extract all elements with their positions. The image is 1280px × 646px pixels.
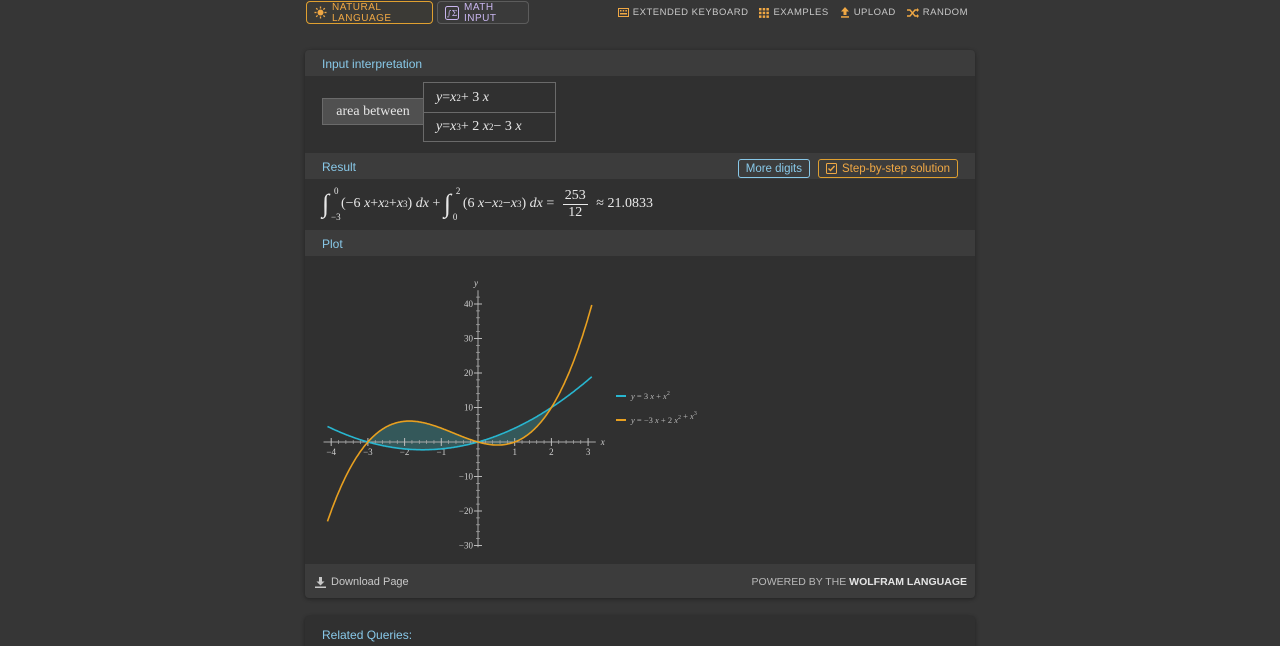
examples-label: EXAMPLES bbox=[773, 7, 829, 18]
y-tick-label: 20 bbox=[464, 368, 474, 378]
x-tick-label: −3 bbox=[363, 447, 373, 457]
download-page-label: Download Page bbox=[331, 576, 409, 588]
y-axis-label: y bbox=[473, 278, 478, 288]
extended-keyboard-label: EXTENDED KEYBOARD bbox=[632, 7, 749, 18]
plot-header: Plot bbox=[305, 230, 975, 256]
math-input-icon: ∫Σ bbox=[445, 5, 459, 20]
y-tick-label: −10 bbox=[459, 472, 474, 482]
card-footer: Download Page POWERED BY THE WOLFRAM LAN… bbox=[305, 564, 975, 598]
x-tick-label: −2 bbox=[400, 447, 410, 457]
step-by-step-button[interactable]: Step-by-step solution bbox=[817, 159, 958, 178]
examples-link[interactable]: EXAMPLES bbox=[759, 7, 828, 18]
y-tick-label: 40 bbox=[464, 299, 474, 309]
top-links: EXTENDED KEYBOARD EXAMPLES UPLOAD RANDOM bbox=[617, 7, 968, 18]
natural-language-button[interactable]: NATURAL LANGUAGE bbox=[306, 1, 433, 24]
y-tick-label: 10 bbox=[464, 403, 474, 413]
result-fraction: 253 12 bbox=[562, 188, 588, 220]
x-tick-label: −1 bbox=[437, 447, 447, 457]
math-input-label: MATH INPUT bbox=[464, 1, 497, 24]
result-title: Result bbox=[322, 160, 357, 174]
result-approx: ≈ 21.0833 bbox=[592, 196, 653, 211]
input-interpretation-header: Input interpretation bbox=[305, 50, 975, 76]
sun-icon bbox=[314, 6, 327, 19]
svg-text:∫Σ: ∫Σ bbox=[447, 9, 458, 18]
plot-title: Plot bbox=[322, 237, 343, 251]
x-tick-label: −4 bbox=[326, 447, 336, 457]
legend-entry-2: y = −3 x + 2 x2 + x3 bbox=[630, 411, 697, 425]
interpretation-label: area between bbox=[322, 98, 424, 125]
x-tick-label: 1 bbox=[512, 447, 517, 457]
upload-link[interactable]: UPLOAD bbox=[840, 7, 896, 18]
extended-keyboard-link[interactable]: EXTENDED KEYBOARD bbox=[617, 7, 749, 18]
powered-by: POWERED BY THE WOLFRAM LANGUAGE bbox=[751, 576, 967, 588]
y-tick-label: −20 bbox=[459, 506, 474, 516]
checkbox-icon bbox=[825, 163, 837, 174]
series-line-2 bbox=[326, 304, 593, 522]
shaded-area bbox=[367, 407, 552, 450]
x-tick-label: 2 bbox=[549, 447, 554, 457]
legend-entry-1: y = 3 x + x2 bbox=[630, 391, 670, 401]
plot-chart: −4 −3 −2 −1 1 2 3 −30 −20 −10 10 20 30 40 x y y = 3 x +… bbox=[323, 278, 697, 551]
random-label: RANDOM bbox=[922, 7, 968, 18]
result-header: Result bbox=[305, 153, 975, 179]
natural-language-label: NATURAL LANGUAGE bbox=[332, 1, 392, 24]
x-tick-label: 3 bbox=[586, 447, 591, 457]
math-input-button[interactable]: ∫Σ MATH INPUT bbox=[437, 1, 529, 24]
more-digits-button[interactable]: More digits bbox=[737, 159, 810, 178]
shuffle-icon bbox=[906, 7, 919, 18]
random-link[interactable]: RANDOM bbox=[906, 7, 968, 18]
y-tick-label: 30 bbox=[464, 334, 474, 344]
integral-sign-1: ∫ 0 −3 bbox=[322, 186, 341, 222]
grid-icon bbox=[759, 7, 770, 18]
step-by-step-label: Step-by-step solution bbox=[841, 162, 950, 175]
upload-icon bbox=[840, 7, 849, 18]
upload-label: UPLOAD bbox=[853, 7, 896, 18]
input-interpretation-title: Input interpretation bbox=[322, 57, 423, 71]
y-tick-label: −30 bbox=[459, 541, 474, 551]
keyboard-icon bbox=[617, 8, 629, 17]
x-axis-label: x bbox=[600, 437, 605, 447]
integral-sign-2: ∫ 2 0 bbox=[443, 186, 461, 222]
related-queries-title: Related Queries: bbox=[322, 628, 413, 642]
related-queries-card: Related Queries: bbox=[305, 616, 975, 646]
series-line-1 bbox=[327, 376, 593, 451]
download-icon bbox=[315, 576, 326, 588]
download-page-button[interactable]: Download Page bbox=[315, 576, 409, 588]
